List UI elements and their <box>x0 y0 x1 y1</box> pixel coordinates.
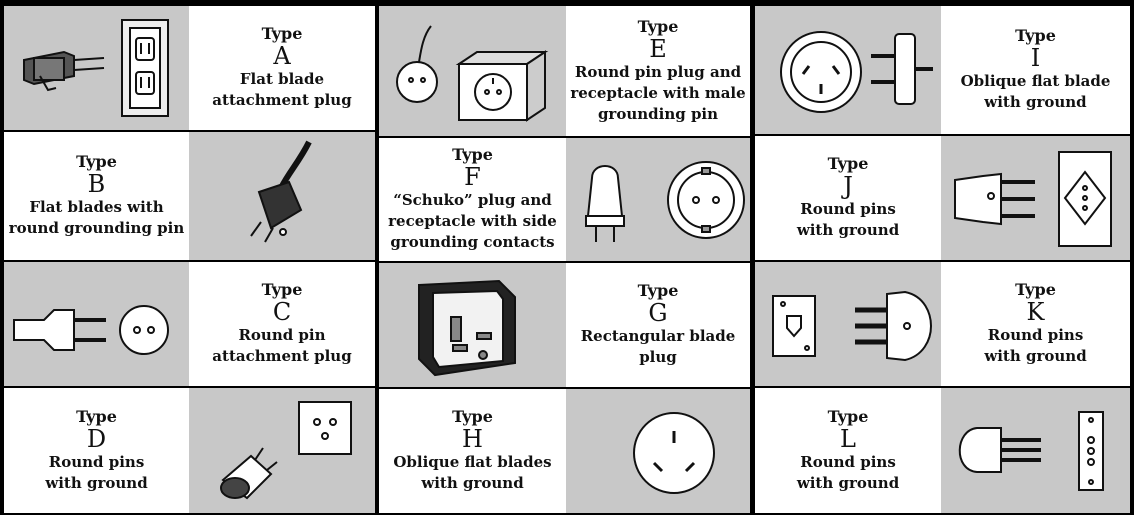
type-letter: C <box>272 298 292 326</box>
type-l-plug-icon <box>958 411 1104 491</box>
type-word: Type <box>1015 26 1056 45</box>
type-e-plug-icon <box>396 25 549 122</box>
type-letter: J <box>843 172 853 200</box>
type-word: Type <box>827 406 869 426</box>
type-l-label: Type L Round pins with ground <box>755 388 941 513</box>
type-g-plug-icon <box>418 279 516 377</box>
type-b-label: Type B Flat blades with round grounding … <box>4 132 189 260</box>
type-letter: B <box>87 170 106 198</box>
type-d-label: Type D Round pins with ground <box>4 388 189 513</box>
type-letter: F <box>464 163 481 191</box>
type-description: Round pins with ground <box>796 200 900 239</box>
type-letter: D <box>86 424 107 453</box>
type-description: “Schuko” plug and receptacle with side g… <box>388 191 557 251</box>
type-b-plug-icon <box>250 140 312 243</box>
type-word: Type <box>637 16 679 36</box>
type-a-label: Type A Flat blade attachment plug <box>189 6 375 130</box>
type-g-illustration <box>379 263 566 387</box>
type-description: Oblique flat blades with ground <box>393 453 552 492</box>
type-c-label: Type C Round pin attachment plug <box>189 262 375 386</box>
type-description: Round pins with ground <box>984 326 1087 365</box>
type-word: Type <box>827 154 869 173</box>
type-d-illustration <box>189 388 375 513</box>
type-i-illustration <box>755 6 941 134</box>
type-l-illustration <box>941 388 1130 513</box>
type-f-label: Type F “Schuko” plug and receptacle with… <box>379 138 566 261</box>
type-description: Round pin attachment plug <box>212 326 352 365</box>
type-i-label: Type I Oblique flat blade with ground <box>941 6 1130 134</box>
type-word: Type <box>76 406 117 426</box>
type-description: Round pins with ground <box>796 452 900 492</box>
type-f-plug-icon <box>585 161 745 242</box>
type-description: Round pins with ground <box>45 452 148 492</box>
type-h-label: Type H Oblique flat blades with ground <box>379 389 566 513</box>
type-word: Type <box>637 281 679 300</box>
type-a-illustration <box>4 6 189 130</box>
type-c-illustration <box>4 262 189 386</box>
type-j-label: Type J Round pins with ground <box>755 136 941 260</box>
type-description: Flat blade attachment plug <box>212 70 352 109</box>
type-word: Type <box>452 407 493 426</box>
type-letter: H <box>462 425 483 453</box>
type-a-plug-icon <box>23 19 169 117</box>
type-e-label: Type E Round pin plug and receptacle wit… <box>566 6 750 136</box>
type-h-illustration <box>566 389 750 513</box>
type-j-illustration <box>941 136 1130 260</box>
type-word: Type <box>1015 280 1056 299</box>
type-letter: E <box>649 34 667 63</box>
type-e-illustration <box>379 6 566 136</box>
type-description: Rectangular blade plug <box>580 327 736 366</box>
type-d-plug-icon <box>220 401 352 500</box>
type-k-label: Type K Round pins with ground <box>941 262 1130 386</box>
type-k-illustration <box>755 262 941 386</box>
type-g-label: Type G Rectangular blade plug <box>566 263 750 387</box>
type-b-illustration <box>189 132 375 260</box>
type-word: Type <box>261 24 303 43</box>
type-h-socket-icon <box>633 412 715 494</box>
type-k-plug-icon <box>772 290 933 362</box>
panel-right: Type I Oblique flat blade with ground Ty… <box>755 2 1130 513</box>
type-letter: A <box>273 42 291 70</box>
type-description: Flat blades with round grounding pin <box>8 198 185 237</box>
type-word: Type <box>76 152 117 171</box>
type-description: Oblique flat blade with ground <box>960 72 1111 111</box>
type-letter: K <box>1026 298 1045 326</box>
type-letter: L <box>840 424 856 453</box>
type-letter: I <box>1030 44 1041 72</box>
type-letter: G <box>648 299 668 327</box>
type-i-plug-icon <box>780 31 933 113</box>
type-j-plug-icon <box>954 151 1112 247</box>
type-description: Round pin plug and receptacle with male … <box>570 62 746 123</box>
panel-middle: Type E Round pin plug and receptacle wit… <box>379 2 750 513</box>
type-word: Type <box>452 145 493 164</box>
type-f-illustration <box>566 138 750 261</box>
type-word: Type <box>261 280 303 299</box>
type-c-plug-icon <box>13 305 169 355</box>
panel-left: Type A Flat blade attachment plug Type B… <box>4 2 375 513</box>
